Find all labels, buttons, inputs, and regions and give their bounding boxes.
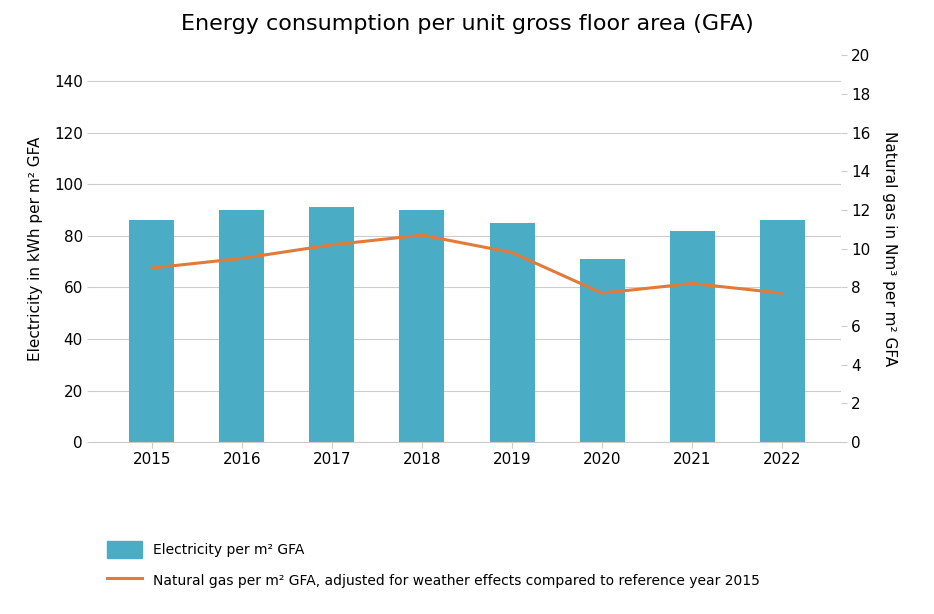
Y-axis label: Natural gas in Nm³ per m² GFA: Natural gas in Nm³ per m² GFA — [882, 131, 897, 366]
Legend: Electricity per m² GFA, Natural gas per m² GFA, adjusted for weather effects com: Electricity per m² GFA, Natural gas per … — [100, 534, 767, 596]
Bar — [759, 220, 804, 442]
Title: Energy consumption per unit gross floor area (GFA): Energy consumption per unit gross floor … — [180, 14, 754, 34]
Bar — [670, 231, 715, 442]
Bar — [219, 210, 264, 442]
Bar — [130, 220, 175, 442]
Bar — [579, 259, 625, 442]
Bar — [489, 223, 534, 442]
Y-axis label: Electricity in kWh per m² GFA: Electricity in kWh per m² GFA — [28, 136, 43, 361]
Bar — [400, 210, 445, 442]
Bar — [309, 208, 355, 442]
